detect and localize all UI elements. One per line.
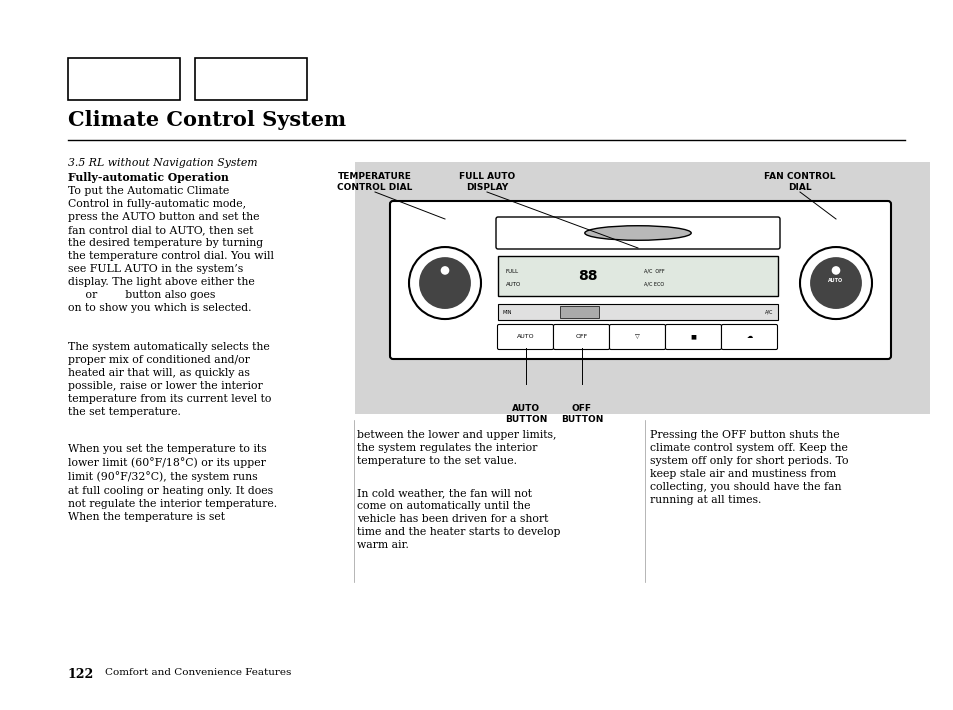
Text: ☁: ☁: [745, 334, 752, 339]
Bar: [355, 162, 929, 414]
Text: AUTO
BUTTON: AUTO BUTTON: [504, 404, 547, 424]
Text: ▽: ▽: [635, 334, 639, 339]
Text: Pressing the OFF button shuts the
climate control system off. Keep the
system of: Pressing the OFF button shuts the climat…: [649, 430, 847, 506]
Bar: [497, 256, 778, 296]
Circle shape: [831, 266, 840, 275]
FancyBboxPatch shape: [496, 217, 780, 249]
FancyBboxPatch shape: [390, 201, 890, 359]
Text: A/C ECO: A/C ECO: [643, 281, 663, 287]
FancyBboxPatch shape: [497, 324, 553, 349]
Text: 122: 122: [68, 668, 94, 681]
FancyBboxPatch shape: [720, 324, 777, 349]
Text: To put the Automatic Climate
Control in fully-automatic mode,
press the AUTO but: To put the Automatic Climate Control in …: [68, 186, 274, 313]
Bar: [194, 58, 307, 100]
FancyBboxPatch shape: [665, 324, 720, 349]
Text: TEMPERATURE
CONTROL DIAL: TEMPERATURE CONTROL DIAL: [337, 172, 413, 192]
Text: When you set the temperature to its
lower limit (60°F/18°C) or its upper
limit (: When you set the temperature to its lowe…: [68, 444, 276, 522]
Circle shape: [440, 266, 449, 275]
Text: A/C: A/C: [763, 310, 772, 315]
Text: FAN CONTROL
DIAL: FAN CONTROL DIAL: [763, 172, 835, 192]
Text: AUTO: AUTO: [827, 278, 842, 283]
Text: Fully-automatic Operation: Fully-automatic Operation: [68, 172, 229, 183]
Text: FULL AUTO
DISPLAY: FULL AUTO DISPLAY: [458, 172, 515, 192]
Bar: [559, 305, 598, 318]
Text: Comfort and Convenience Features: Comfort and Convenience Features: [105, 668, 291, 677]
Text: OFF
BUTTON: OFF BUTTON: [560, 404, 602, 424]
Text: AUTO: AUTO: [517, 334, 534, 339]
Bar: [497, 304, 778, 320]
Text: The system automatically selects the
proper mix of conditioned and/or
heated air: The system automatically selects the pro…: [68, 342, 271, 417]
FancyBboxPatch shape: [553, 324, 609, 349]
Text: OFF: OFF: [575, 334, 587, 339]
Ellipse shape: [584, 226, 691, 240]
Circle shape: [809, 257, 861, 309]
Text: FULL: FULL: [505, 268, 518, 273]
Text: MIN: MIN: [502, 310, 512, 315]
FancyBboxPatch shape: [609, 324, 665, 349]
Text: A/C  OFF: A/C OFF: [643, 268, 663, 273]
Text: between the lower and upper limits,
the system regulates the interior
temperatur: between the lower and upper limits, the …: [356, 430, 556, 466]
Text: Climate Control System: Climate Control System: [68, 110, 346, 130]
Text: AUTO: AUTO: [505, 281, 520, 287]
Text: 3.5 RL without Navigation System: 3.5 RL without Navigation System: [68, 158, 257, 168]
Bar: [68, 58, 180, 100]
Text: ■: ■: [690, 334, 696, 339]
Text: 88: 88: [578, 269, 597, 283]
Circle shape: [418, 257, 471, 309]
Text: In cold weather, the fan will not
come on automatically until the
vehicle has be: In cold weather, the fan will not come o…: [356, 488, 560, 550]
